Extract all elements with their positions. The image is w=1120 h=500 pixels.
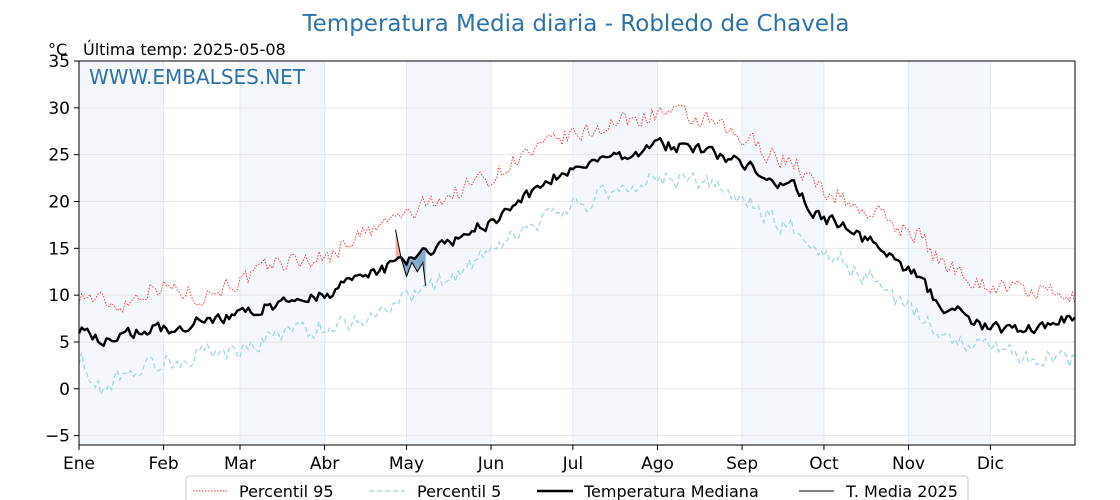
chart-title: Temperatura Media diaria - Robledo de Ch…	[302, 11, 850, 37]
month-band	[742, 61, 824, 445]
x-tick-label: Nov	[892, 454, 925, 474]
plot-frame	[78, 60, 1076, 446]
legend-label-median: Temperatura Mediana	[583, 482, 759, 500]
x-tick-label: Sep	[726, 454, 758, 474]
series-t-media-2025	[395, 229, 427, 286]
y-tick-label: 5	[59, 333, 70, 353]
series-percentil-95	[78, 104, 1076, 313]
y-tick-label: 25	[48, 146, 70, 166]
series-lines	[77, 104, 1076, 397]
x-tick-label: Ago	[641, 454, 674, 474]
month-bands	[79, 61, 991, 445]
x-tick-label: Jun	[477, 454, 505, 474]
legend-label-p95: Percentil 95	[239, 482, 334, 500]
x-tick-label: Abr	[310, 454, 339, 474]
y-axis: −5 0 5 10 15 20 25 30 35	[45, 52, 79, 447]
y-tick-label: 30	[48, 99, 70, 119]
x-tick-label: Jul	[562, 454, 584, 474]
x-tick-label: Feb	[149, 454, 179, 474]
x-tick-label: Ene	[63, 454, 95, 474]
unit-label: °C	[48, 40, 67, 59]
legend-label-2025: T. Media 2025	[845, 482, 958, 500]
watermark: WWW.EMBALSES.NET	[89, 65, 306, 89]
series-percentil-5	[78, 171, 1076, 397]
y-tick-label: 10	[48, 286, 70, 306]
x-tick-label: Oct	[809, 454, 839, 474]
y-tick-label: 15	[48, 239, 70, 259]
last-temp-label: Última temp: 2025-05-08	[83, 40, 286, 59]
legend: Percentil 95 Percentil 5 Temperatura Med…	[185, 475, 969, 500]
y-tick-label: 0	[59, 380, 70, 400]
y-tick-label: −5	[45, 427, 70, 447]
month-band	[239, 61, 325, 445]
month-band	[572, 61, 658, 445]
x-tick-label: May	[389, 454, 424, 474]
x-tick-label: Dic	[977, 454, 1004, 474]
x-tick-label: Mar	[224, 454, 256, 474]
month-band	[908, 61, 991, 445]
legend-label-p5: Percentil 5	[417, 482, 501, 500]
y-tick-label: 35	[48, 52, 70, 72]
month-band	[79, 61, 164, 445]
x-axis: Ene Feb Mar Abr May Jun Jul Ago Sep Oct Nov Dic	[63, 445, 1004, 474]
series-temperatura-mediana	[77, 137, 1076, 348]
legend-box	[185, 475, 969, 500]
y-tick-label: 20	[48, 192, 70, 212]
